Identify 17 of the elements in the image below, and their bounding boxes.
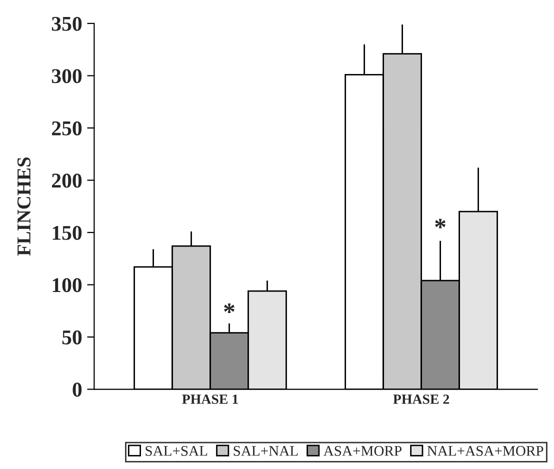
x-tick-label: PHASE 2 (393, 394, 450, 404)
y-axis-title: FLINCHES (17, 157, 31, 256)
y-tick-label: 250 (52, 121, 82, 136)
legend-label: SAL+NAL (234, 446, 298, 456)
y-tick-label: 0 (72, 382, 82, 397)
y-tick-label: 100 (52, 278, 82, 292)
y-tick-label: 200 (52, 174, 82, 188)
x-tick-label: PHASE 1 (182, 394, 238, 404)
legend-label: NAL+ASA+MORP (427, 446, 544, 456)
annotation: * (224, 304, 234, 313)
annotation: * (435, 218, 446, 228)
y-tick-label: 50 (62, 330, 82, 344)
y-tick-label: 300 (52, 69, 82, 84)
y-tick-label: 350 (52, 16, 82, 31)
legend-label: ASA+MORP (323, 446, 402, 456)
legend-label: SAL+SAL (146, 446, 208, 456)
y-tick-label: 150 (52, 226, 82, 240)
